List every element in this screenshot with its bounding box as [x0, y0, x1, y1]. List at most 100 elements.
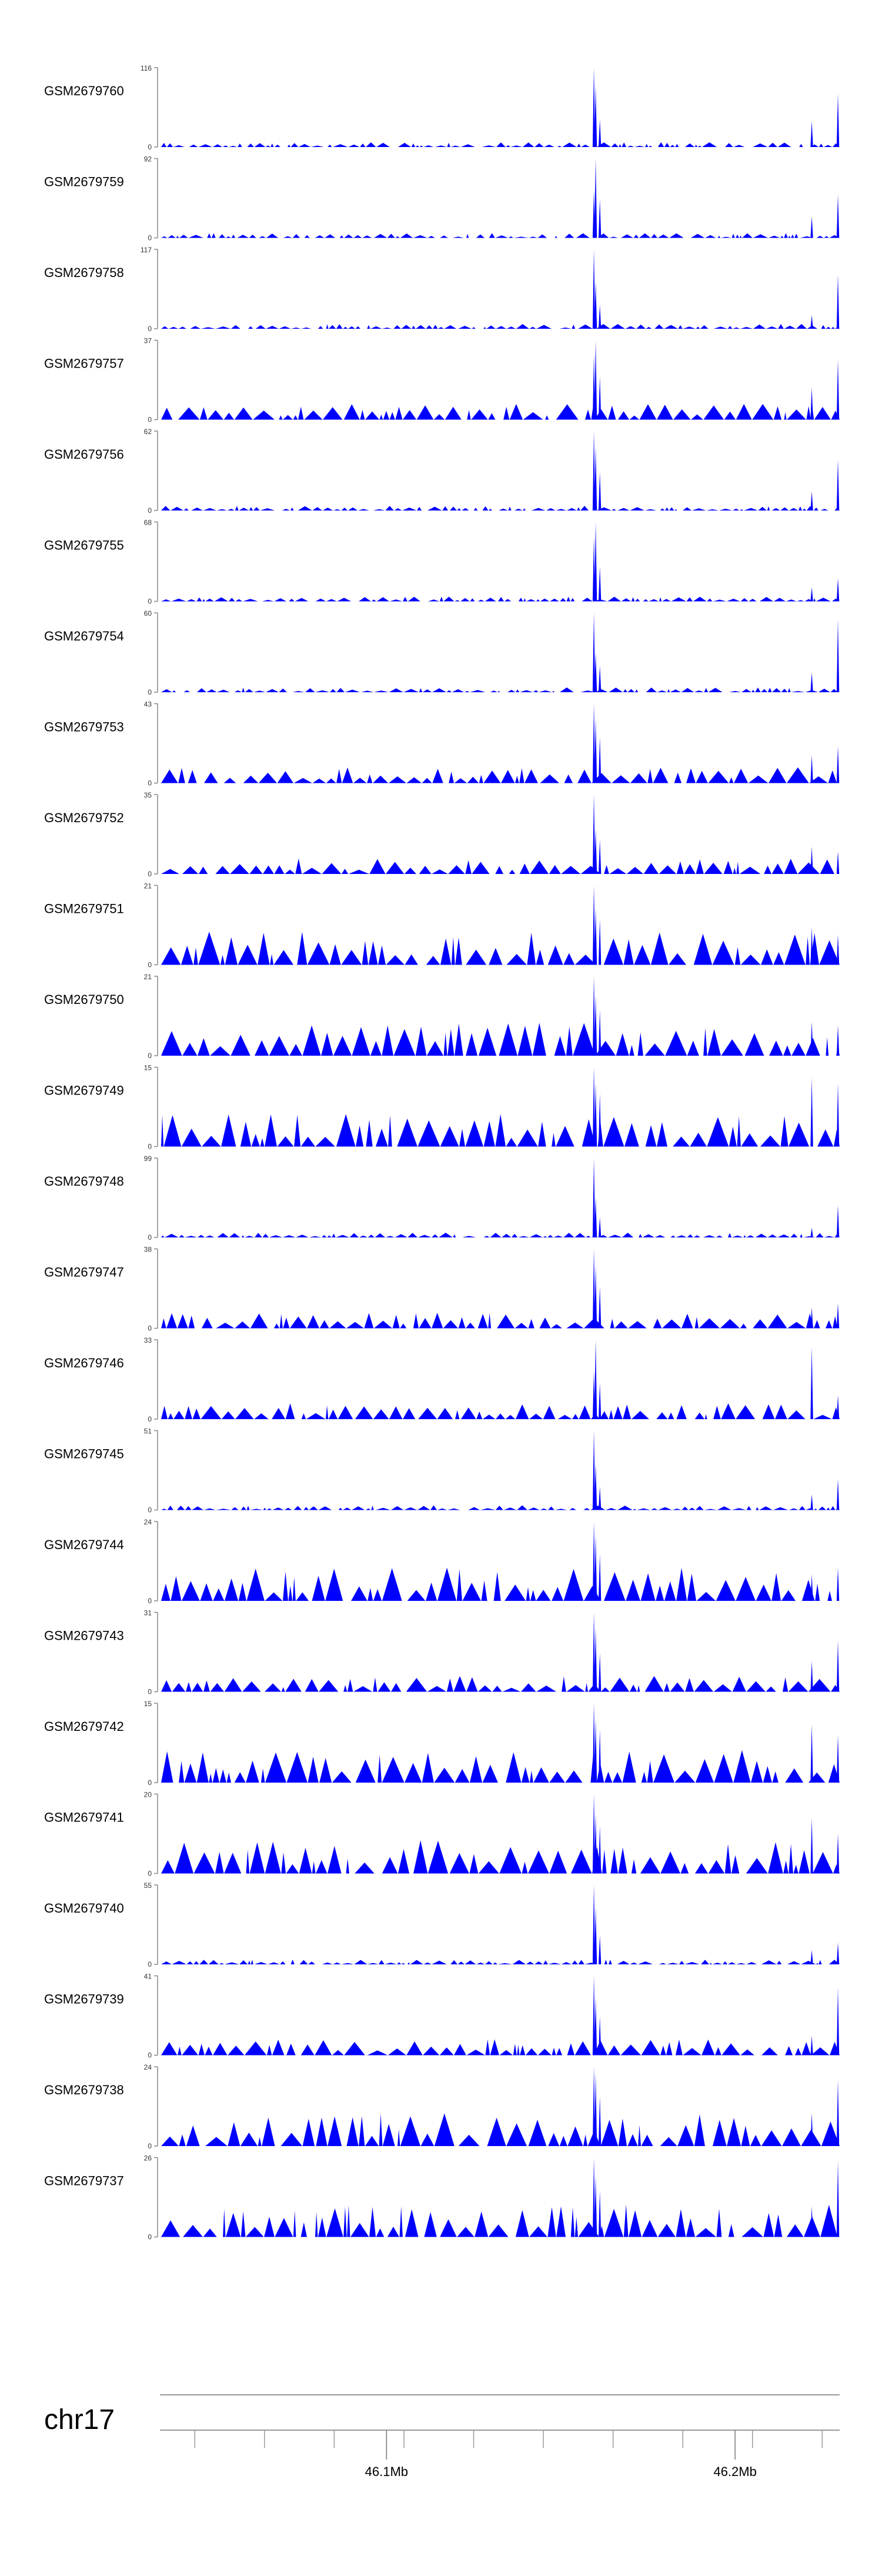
- track-peak: [836, 851, 840, 874]
- track-peak: [810, 216, 813, 238]
- track-peak: [592, 885, 596, 965]
- track-peak: [810, 1494, 813, 1510]
- track-peak: [594, 2175, 597, 2237]
- track-ymin-label: 0: [148, 325, 152, 333]
- track-peak: [594, 158, 597, 238]
- track-ymax-label: 15: [144, 1700, 152, 1708]
- axis-tick-label: 46.2Mb: [713, 2464, 756, 2479]
- track-peak: [594, 1997, 597, 2056]
- track-peak: [592, 1067, 596, 1147]
- track-peak: [810, 755, 813, 783]
- track-peak: [836, 1479, 840, 1510]
- track-label: GSM2679737: [44, 2174, 124, 2188]
- track-ymax-label: 117: [141, 246, 152, 254]
- track-peak: [594, 908, 597, 965]
- track-ymax-label: 60: [144, 609, 152, 618]
- track-ymin-label: 0: [148, 1324, 152, 1333]
- track-ymax-label: 33: [144, 1336, 152, 1344]
- track-signal: [161, 233, 840, 238]
- track-GSM2679738: GSM2679738 24 0: [44, 2063, 840, 2150]
- track-peak: [810, 1818, 813, 1874]
- track-peak: [836, 195, 840, 238]
- track-GSM2679760: GSM2679760 116 0: [44, 64, 840, 151]
- track-peak: [592, 1430, 596, 1510]
- track-ymax-label: 51: [144, 1427, 152, 1436]
- track-GSM2679754: GSM2679754 60 0: [44, 609, 840, 696]
- track-ymin-label: 0: [148, 506, 152, 515]
- track-peak: [836, 746, 840, 783]
- track-peak: [598, 2016, 602, 2056]
- track-peak: [836, 1395, 840, 1419]
- track-signal: [161, 506, 840, 510]
- track-GSM2679759: GSM2679759 92 0: [44, 155, 840, 242]
- track-ymin-label: 0: [148, 2233, 152, 2241]
- track-ymin-label: 0: [148, 1597, 152, 1605]
- track-ymin-label: 0: [148, 598, 152, 606]
- track-ymax-label: 38: [144, 1246, 152, 1254]
- track-GSM2679755: GSM2679755 68 0: [44, 519, 840, 606]
- track-signal: [161, 2039, 840, 2056]
- track-peak: [598, 1286, 602, 1329]
- track-signal: [161, 1023, 840, 1056]
- track-label: GSM2679752: [44, 810, 124, 825]
- track-peak: [594, 281, 597, 329]
- track-peak: [810, 315, 813, 329]
- track-signal: [161, 2204, 838, 2237]
- track-peak: [810, 1307, 813, 1329]
- genome-axis: chr17 46.1Mb 46.2Mb: [44, 2394, 840, 2479]
- track-ymax-label: 43: [144, 700, 152, 709]
- track-peak: [592, 2157, 596, 2237]
- track-label: GSM2679748: [44, 1174, 124, 1189]
- track-GSM2679750: GSM2679750 21 0: [44, 973, 840, 1060]
- track-peak: [836, 1205, 840, 1237]
- track-peak: [594, 522, 597, 602]
- track-ymax-label: 31: [144, 1609, 152, 1617]
- track-peak: [836, 1987, 840, 2056]
- track-peak: [594, 1340, 597, 1419]
- track-peak: [810, 587, 813, 602]
- track-ymax-label: 116: [141, 64, 152, 72]
- track-label: GSM2679760: [44, 84, 124, 98]
- track-peak: [592, 1703, 596, 1783]
- track-label: GSM2679746: [44, 1356, 124, 1370]
- track-peak: [836, 619, 840, 692]
- track-ymax-label: 55: [144, 1881, 152, 1890]
- track-ymin-label: 0: [148, 870, 152, 878]
- track-peak: [594, 85, 597, 147]
- track-peak: [598, 472, 602, 510]
- track-peak: [592, 2067, 596, 2146]
- track-peak: [810, 846, 813, 874]
- track-label: GSM2679754: [44, 629, 124, 643]
- track-GSM2679744: GSM2679744 24 0: [44, 1518, 840, 1605]
- track-ymin-label: 0: [148, 688, 152, 696]
- track-ymin-label: 0: [148, 234, 152, 242]
- track-peak: [592, 1249, 596, 1329]
- track-GSM2679740: GSM2679740 55 0: [44, 1881, 840, 1968]
- track-peak: [598, 1935, 602, 1964]
- track-GSM2679741: GSM2679741 20 0: [44, 1791, 840, 1878]
- track-GSM2679749: GSM2679749 15 0: [44, 1064, 840, 1151]
- track-signal: [161, 323, 840, 329]
- track-peak: [594, 1906, 597, 1964]
- track-peak: [836, 1834, 840, 1874]
- track-GSM2679751: GSM2679751 21 0: [44, 882, 840, 969]
- track-peak: [598, 1486, 602, 1510]
- track-label: GSM2679751: [44, 902, 124, 916]
- track-ymax-label: 41: [144, 1973, 152, 1981]
- track-ymax-label: 99: [144, 1154, 152, 1163]
- track-peak: [592, 355, 596, 420]
- track-peak: [592, 1885, 596, 1964]
- track-GSM2679746: GSM2679746 33 0: [44, 1336, 840, 1423]
- track-GSM2679758: GSM2679758 117 0: [44, 246, 840, 333]
- track-signal: [161, 932, 840, 965]
- track-GSM2679752: GSM2679752 35 0: [44, 791, 840, 878]
- track-ymin-label: 0: [148, 2051, 152, 2060]
- track-signal: [161, 687, 838, 692]
- track-label: GSM2679741: [44, 1810, 124, 1825]
- track-peak: [594, 1534, 597, 1601]
- track-signal: [161, 1750, 840, 1783]
- track-peak: [810, 927, 813, 965]
- track-signal: [161, 767, 837, 783]
- track-signal: [161, 1505, 840, 1510]
